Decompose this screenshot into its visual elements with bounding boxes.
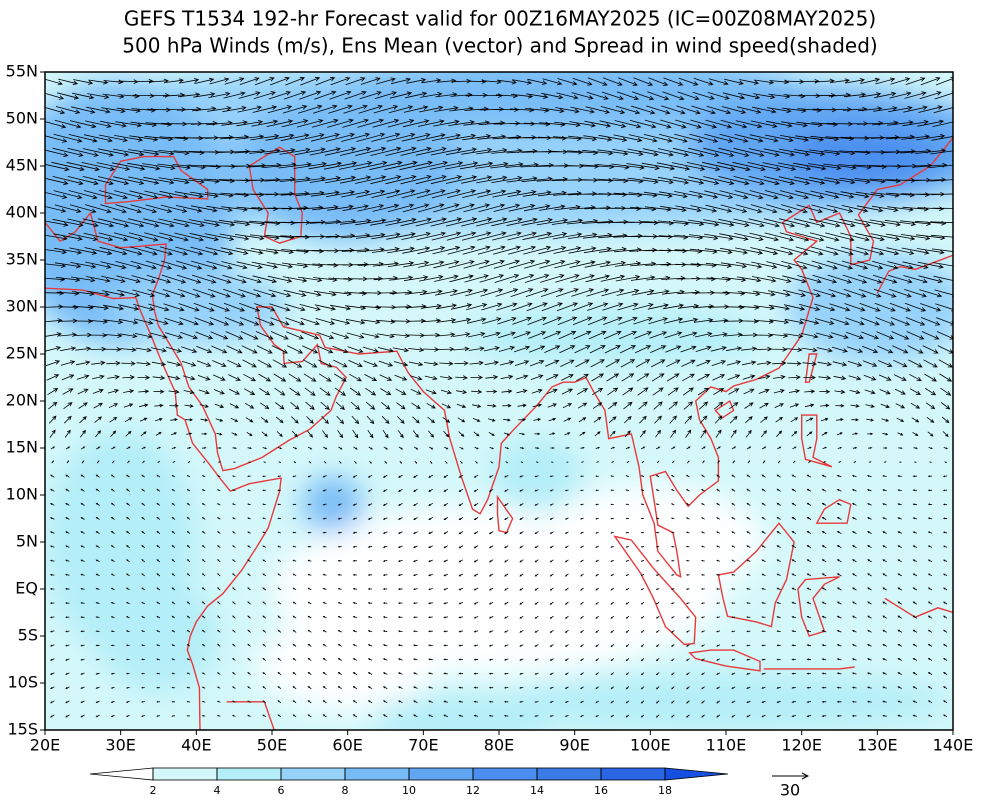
lat-label: 45N (6, 156, 38, 175)
colorbar-label: 14 (530, 784, 544, 797)
colorbar-segment (408, 767, 474, 781)
lat-label: 10N (6, 485, 38, 504)
lat-label: 50N (6, 109, 38, 128)
colorbar-segment (472, 767, 538, 781)
colorbar-label: 12 (466, 784, 480, 797)
title-line: 500 hPa Winds (m/s), Ens Mean (vector) a… (122, 34, 877, 58)
lon-label: 50E (257, 736, 287, 755)
colorbar-label: 10 (402, 784, 416, 797)
lat-label: 10S (7, 673, 38, 692)
coastline (763, 666, 855, 670)
lon-label: 80E (484, 736, 514, 755)
lon-label: 90E (559, 736, 589, 755)
coastline (688, 649, 761, 672)
wind-vector-field (45, 76, 953, 718)
colorbar-label: 6 (278, 784, 285, 797)
lon-label: 100E (630, 736, 671, 755)
lat-label: 30N (6, 297, 38, 316)
lon-label: 130E (857, 736, 898, 755)
lat-label: 35N (6, 250, 38, 269)
colorbar-segment (216, 767, 282, 781)
colorbar-label: 16 (594, 784, 608, 797)
coastline (613, 535, 697, 646)
colorbar-segment (280, 767, 346, 781)
lat-label: 55N (6, 62, 38, 81)
lon-label: 60E (332, 736, 362, 755)
colorbar-segment (600, 767, 666, 781)
colorbar-label: 18 (658, 784, 672, 797)
lat-label: 5S (18, 626, 38, 645)
lon-label: 40E (181, 736, 211, 755)
reference-label: 30 (780, 781, 800, 800)
colorbar-label: 8 (342, 784, 349, 797)
coastline (714, 399, 735, 419)
coastline (815, 498, 852, 524)
axes: 55N 50N 45N 40N 35N 30N 25N 20N 15N 10N 5N EQ 5S 10S 1… (6, 62, 974, 755)
coastline (801, 414, 833, 468)
lat-label: EQ (15, 579, 38, 598)
lon-label: 140E (933, 736, 974, 755)
wind-vectors (45, 76, 953, 718)
lon-label: 120E (781, 736, 822, 755)
shade-blob (97, 579, 220, 693)
coastline (45, 211, 167, 312)
colorbar-high (664, 767, 729, 781)
reference-arrow-head (801, 772, 810, 780)
shade-blob (256, 617, 439, 712)
lat-label: 15N (6, 438, 38, 457)
colorbar-segment (152, 767, 218, 781)
colorbar: 2 4 6 8 10 12 14 16 18 (89, 767, 729, 797)
shade-blob (302, 476, 363, 533)
lat-label: 20N (6, 391, 38, 410)
shade-blob (234, 90, 462, 242)
colorbar-low (89, 767, 154, 781)
lat-label: 25N (6, 344, 38, 363)
shade-blob (347, 72, 802, 129)
lat-label: 5N (16, 532, 38, 551)
coastline (717, 522, 795, 628)
shade-blob (786, 128, 938, 185)
colorbar-label: 2 (150, 784, 157, 797)
spread-shading (45, 72, 953, 730)
shade-blob (105, 269, 288, 345)
coastline (496, 494, 514, 534)
lon-label: 110E (706, 736, 747, 755)
lon-label: 30E (105, 736, 135, 755)
lon-label: 20E (30, 736, 60, 755)
coastline (45, 287, 152, 336)
shade-blob (536, 485, 764, 599)
title-line: GEFS T1534 192-hr Forecast valid for 00Z… (124, 7, 876, 31)
coastline (150, 334, 282, 730)
colorbar-label: 4 (214, 784, 221, 797)
coastline (154, 137, 953, 579)
shade-blob (45, 81, 167, 195)
colorbar-segment (536, 767, 602, 781)
coastline (884, 597, 953, 618)
lat-label: 15S (7, 720, 38, 739)
reference-vector: 30 (772, 772, 810, 800)
lon-label: 70E (408, 736, 438, 755)
lat-label: 40N (6, 203, 38, 222)
colorbar-segment (344, 767, 410, 781)
